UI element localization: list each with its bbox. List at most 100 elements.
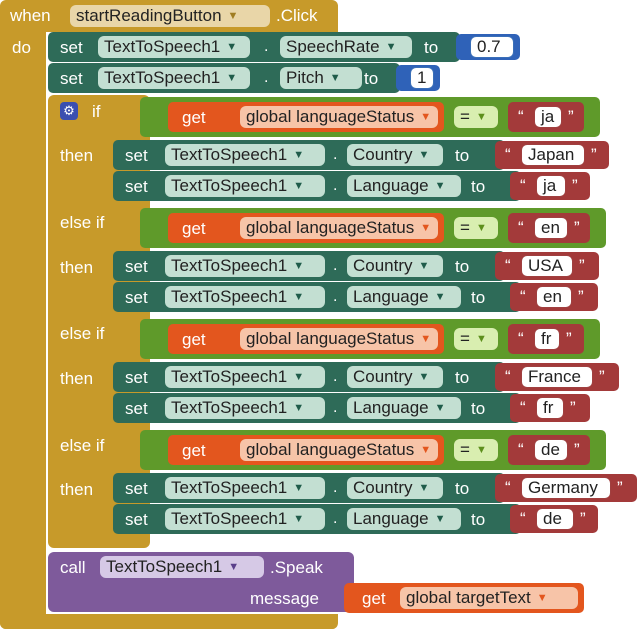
text-value[interactable]: fr <box>536 397 564 419</box>
chevron-down-icon[interactable]: ▼ <box>418 149 430 161</box>
text-block[interactable]: “ en ” <box>508 213 590 243</box>
call-speak-block[interactable]: call TextToSpeech1 ▼ .Speak message <box>48 552 354 612</box>
component-dropdown[interactable]: TextToSpeech1 ▼ <box>165 286 325 308</box>
text-value[interactable]: ja <box>534 106 562 128</box>
component-dropdown[interactable]: TextToSpeech1 ▼ <box>165 508 325 530</box>
text-value[interactable]: Japan <box>521 144 585 166</box>
component-dropdown[interactable]: TextToSpeech1 ▼ <box>165 144 325 166</box>
property-dropdown[interactable]: Country ▼ <box>347 255 443 277</box>
property-dropdown[interactable]: Pitch ▼ <box>280 67 362 89</box>
set-country-block[interactable]: set TextToSpeech1 ▼ . Country ▼ to <box>113 251 505 281</box>
variable-dropdown[interactable]: global languageStatus ▼ <box>240 217 438 239</box>
text-block[interactable]: “ en ” <box>510 283 598 311</box>
text-value[interactable]: en <box>536 286 572 308</box>
set-language-block[interactable]: set TextToSpeech1 ▼ . Language ▼ to <box>113 171 521 201</box>
chevron-down-icon[interactable]: ▼ <box>434 513 446 525</box>
set-country-block[interactable]: set TextToSpeech1 ▼ . Country ▼ to <box>113 362 505 392</box>
property-dropdown[interactable]: SpeechRate ▼ <box>280 36 412 58</box>
text-block[interactable]: “ ja ” <box>510 172 590 200</box>
if-else-block[interactable] <box>48 95 150 548</box>
chevron-down-icon[interactable]: ▼ <box>293 371 305 383</box>
component-dropdown[interactable]: TextToSpeech1 ▼ <box>165 366 325 388</box>
component-dropdown[interactable]: TextToSpeech1 ▼ <box>100 556 264 578</box>
chevron-down-icon[interactable]: ▼ <box>475 444 487 456</box>
event-component-dropdown[interactable]: startReadingButton ▼ <box>70 5 270 27</box>
property-dropdown[interactable]: Language ▼ <box>347 397 461 419</box>
chevron-down-icon[interactable]: ▼ <box>418 260 430 272</box>
component-dropdown[interactable]: TextToSpeech1 ▼ <box>98 67 250 89</box>
component-dropdown[interactable]: TextToSpeech1 ▼ <box>165 477 325 499</box>
variable-dropdown[interactable]: global languageStatus ▼ <box>240 439 438 461</box>
property-dropdown[interactable]: Country ▼ <box>347 366 443 388</box>
variable-dropdown[interactable]: global targetText ▼ <box>400 587 578 609</box>
compare-block[interactable]: get global languageStatus ▼ = ▼ “ en ” <box>140 208 606 248</box>
text-block[interactable]: “ ja ” <box>508 102 584 132</box>
chevron-down-icon[interactable]: ▼ <box>418 371 430 383</box>
chevron-down-icon[interactable]: ▼ <box>228 561 240 573</box>
chevron-down-icon[interactable]: ▼ <box>418 482 430 494</box>
chevron-down-icon[interactable]: ▼ <box>329 72 341 84</box>
chevron-down-icon[interactable]: ▼ <box>226 72 238 84</box>
text-value[interactable]: de <box>536 508 574 530</box>
set-language-block[interactable]: set TextToSpeech1 ▼ . Language ▼ to <box>113 282 521 312</box>
text-value[interactable]: Germany <box>521 477 611 499</box>
set-language-block[interactable]: set TextToSpeech1 ▼ . Language ▼ to <box>113 393 521 423</box>
property-dropdown[interactable]: Language ▼ <box>347 508 461 530</box>
variable-dropdown[interactable]: global languageStatus ▼ <box>240 106 438 128</box>
component-dropdown[interactable]: TextToSpeech1 ▼ <box>165 175 325 197</box>
chevron-down-icon[interactable]: ▼ <box>475 111 487 123</box>
text-block[interactable]: “ France ” <box>495 363 619 391</box>
chevron-down-icon[interactable]: ▼ <box>385 41 397 53</box>
chevron-down-icon[interactable]: ▼ <box>226 41 238 53</box>
compare-block[interactable]: get global languageStatus ▼ = ▼ “ de ” <box>140 430 606 470</box>
text-block[interactable]: “ de ” <box>510 505 598 533</box>
chevron-down-icon[interactable]: ▼ <box>420 333 432 345</box>
text-value[interactable]: USA <box>521 255 573 277</box>
get-variable-block[interactable]: get global languageStatus ▼ <box>168 324 444 354</box>
component-dropdown[interactable]: TextToSpeech1 ▼ <box>165 397 325 419</box>
property-dropdown[interactable]: Country ▼ <box>347 144 443 166</box>
set-country-block[interactable]: set TextToSpeech1 ▼ . Country ▼ to <box>113 473 505 503</box>
get-variable-block[interactable]: get global languageStatus ▼ <box>168 435 444 465</box>
number-value[interactable]: 1 <box>410 67 434 89</box>
gear-icon[interactable]: ⚙ <box>60 102 78 120</box>
chevron-down-icon[interactable]: ▼ <box>293 402 305 414</box>
chevron-down-icon[interactable]: ▼ <box>293 180 305 192</box>
chevron-down-icon[interactable]: ▼ <box>536 592 548 604</box>
get-variable-block[interactable]: get global languageStatus ▼ <box>168 213 444 243</box>
operator-dropdown[interactable]: = ▼ <box>454 217 498 239</box>
component-dropdown[interactable]: TextToSpeech1 ▼ <box>165 255 325 277</box>
text-block[interactable]: “ fr ” <box>508 324 584 354</box>
component-dropdown[interactable]: TextToSpeech1 ▼ <box>98 36 250 58</box>
operator-dropdown[interactable]: = ▼ <box>454 439 498 461</box>
chevron-down-icon[interactable]: ▼ <box>227 10 239 22</box>
chevron-down-icon[interactable]: ▼ <box>434 402 446 414</box>
operator-dropdown[interactable]: = ▼ <box>454 328 498 350</box>
text-value[interactable]: fr <box>534 328 560 350</box>
chevron-down-icon[interactable]: ▼ <box>293 513 305 525</box>
chevron-down-icon[interactable]: ▼ <box>434 291 446 303</box>
number-block[interactable]: 0.7 <box>456 34 520 60</box>
text-value[interactable]: en <box>534 217 568 239</box>
text-value[interactable]: ja <box>536 175 566 197</box>
text-block[interactable]: “ Japan ” <box>495 141 609 169</box>
chevron-down-icon[interactable]: ▼ <box>475 222 487 234</box>
chevron-down-icon[interactable]: ▼ <box>475 333 487 345</box>
number-block[interactable]: 1 <box>396 65 440 91</box>
chevron-down-icon[interactable]: ▼ <box>420 444 432 456</box>
get-variable-block[interactable]: get global languageStatus ▼ <box>168 102 444 132</box>
set-country-block[interactable]: set TextToSpeech1 ▼ . Country ▼ to <box>113 140 505 170</box>
compare-block[interactable]: get global languageStatus ▼ = ▼ “ fr ” <box>140 319 600 359</box>
get-variable-block[interactable]: get global targetText ▼ <box>344 583 584 613</box>
number-value[interactable]: 0.7 <box>470 36 514 58</box>
text-block[interactable]: “ USA ” <box>495 252 599 280</box>
variable-dropdown[interactable]: global languageStatus ▼ <box>240 328 438 350</box>
chevron-down-icon[interactable]: ▼ <box>420 222 432 234</box>
text-block[interactable]: “ Germany ” <box>495 474 637 502</box>
operator-dropdown[interactable]: = ▼ <box>454 106 498 128</box>
chevron-down-icon[interactable]: ▼ <box>293 260 305 272</box>
text-block[interactable]: “ de ” <box>508 435 590 465</box>
text-block[interactable]: “ fr ” <box>510 394 590 422</box>
property-dropdown[interactable]: Country ▼ <box>347 477 443 499</box>
chevron-down-icon[interactable]: ▼ <box>293 482 305 494</box>
